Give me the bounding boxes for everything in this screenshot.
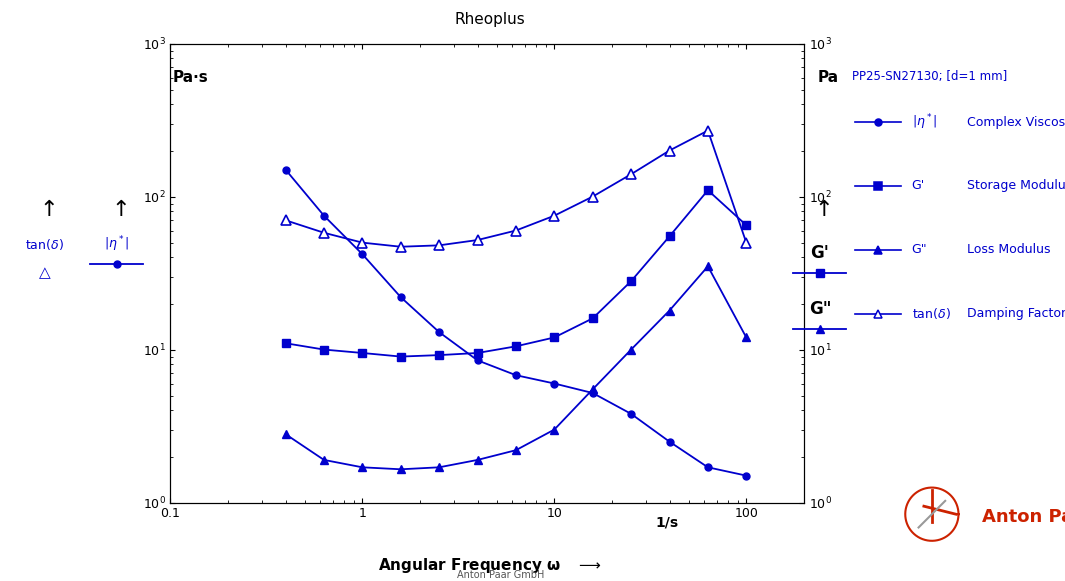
Text: $\uparrow$: $\uparrow$ — [809, 199, 831, 220]
Text: $\uparrow$: $\uparrow$ — [34, 199, 55, 220]
Text: Rheoplus: Rheoplus — [455, 12, 525, 27]
Text: tan($\delta$): tan($\delta$) — [912, 306, 950, 321]
Text: $\triangle$: $\triangle$ — [36, 266, 53, 281]
Text: Anton Paar GmbH: Anton Paar GmbH — [457, 570, 544, 580]
Text: PP25-SN27130; [d=1 mm]: PP25-SN27130; [d=1 mm] — [852, 70, 1007, 83]
Text: Damping Factor: Damping Factor — [967, 307, 1065, 320]
Text: $|\eta^*|$: $|\eta^*|$ — [912, 112, 937, 132]
Text: Pa·s: Pa·s — [173, 70, 209, 85]
Text: Angular Frequency ω   $\longrightarrow$: Angular Frequency ω $\longrightarrow$ — [378, 556, 602, 575]
Text: Anton Paar: Anton Paar — [982, 508, 1065, 526]
Text: Complex Viscosity: Complex Viscosity — [967, 116, 1065, 128]
Text: G": G" — [808, 300, 832, 318]
Text: G': G' — [912, 180, 924, 192]
Text: Storage Modulus: Storage Modulus — [967, 180, 1065, 192]
Text: Pa: Pa — [818, 70, 839, 85]
Text: G': G' — [810, 244, 830, 261]
Text: G": G" — [912, 243, 928, 256]
Text: $\uparrow$: $\uparrow$ — [106, 199, 128, 220]
Text: $|\eta^*|$: $|\eta^*|$ — [104, 234, 130, 254]
Text: Loss Modulus: Loss Modulus — [967, 243, 1050, 256]
Text: tan($\delta$): tan($\delta$) — [26, 236, 64, 252]
Text: 1/s: 1/s — [655, 516, 678, 530]
